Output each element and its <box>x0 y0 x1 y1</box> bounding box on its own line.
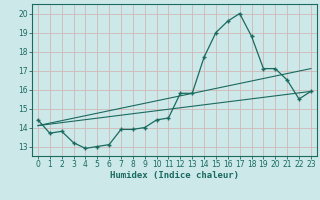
X-axis label: Humidex (Indice chaleur): Humidex (Indice chaleur) <box>110 171 239 180</box>
